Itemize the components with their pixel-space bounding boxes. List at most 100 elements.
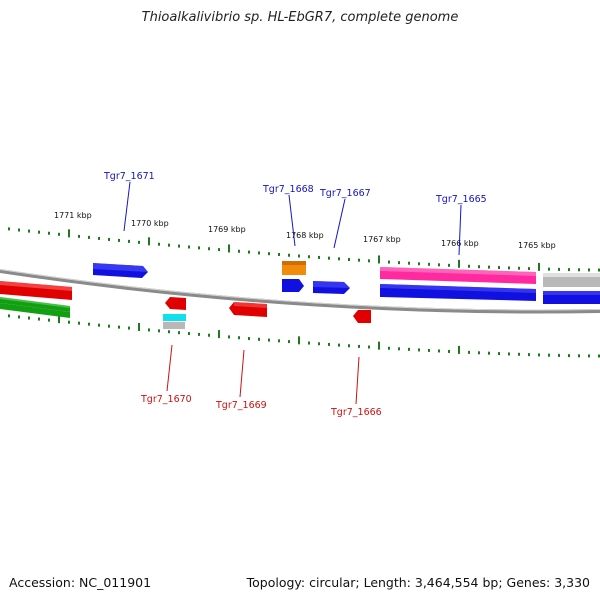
inner-ring-tick [178,331,180,335]
outer-tick-ring [8,227,600,272]
outer-ring-tick [478,265,480,269]
inner-ring-tick [348,344,350,348]
outer-ring-tick [528,267,530,271]
outer-ring-tick [238,249,240,253]
outer-ring-tick [438,263,440,267]
outer-ring-tick [508,266,510,270]
outer-ring-tick [68,229,70,238]
gene-cyan[interactable] [163,314,186,321]
outer-ring-tick [38,230,40,234]
kbp-label-1770: 1770 kbp [131,219,169,228]
gene-blue-long[interactable] [380,284,536,301]
outer-ring-tick [48,231,50,235]
label-tgr7-1666[interactable]: Tgr7_1666 [330,407,382,418]
leader-tgr7-1670 [166,344,173,392]
outer-ring-tick [148,237,150,246]
inner-ring-tick [578,354,580,358]
inner-ring-tick [88,322,90,326]
outer-ring-tick [208,247,210,251]
gene-grey-right[interactable] [543,273,600,287]
outer-ring-tick [168,243,170,247]
outer-ring-tick [428,262,430,266]
label-tgr7-1670[interactable]: Tgr7_1670 [140,394,192,405]
gene-green-left[interactable] [0,297,70,318]
outer-ring-tick [258,251,260,255]
outer-ring-tick [498,266,500,270]
leader-tgr7-1668 [288,194,296,247]
inner-ring-tick [98,323,100,327]
gene-tgr7-1666[interactable] [353,310,371,323]
inner-ring-tick [158,329,160,333]
gene-grey-small[interactable] [163,322,185,329]
inner-ring-tick [368,345,370,349]
outer-ring-tick [488,265,490,269]
inner-ring-tick [238,336,240,340]
gene-tgr7-1667[interactable] [313,281,350,294]
gene-tgr7-1671[interactable] [93,263,148,278]
inner-ring-tick [38,317,40,321]
gene-tgr7-1670[interactable] [165,297,186,310]
inner-ring-tick [468,350,470,354]
outer-ring-tick [88,235,90,239]
inner-ring-tick [358,344,360,348]
inner-ring-tick [498,352,500,356]
inner-ring-tick [68,320,70,324]
outer-ring-tick [318,255,320,259]
inner-ring-tick [208,333,210,337]
outer-ring-tick [118,238,120,242]
inner-ring-tick [58,315,60,324]
leader-tgr7-1669 [239,349,245,398]
label-tgr7-1669[interactable]: Tgr7_1669 [215,400,267,411]
outer-ring-tick [78,234,80,238]
kbp-label-1767: 1767 kbp [363,235,401,244]
inner-ring-tick [428,348,430,352]
outer-ring-tick [228,244,230,253]
label-tgr7-1665[interactable]: Tgr7_1665 [435,194,487,205]
gene-tgr7-1665[interactable] [380,267,536,284]
inner-ring-tick [138,323,140,332]
label-tgr7-1671[interactable]: Tgr7_1671 [103,171,155,182]
inner-ring-tick [388,346,390,350]
inner-ring-tick [148,328,150,332]
outer-ring-tick [268,252,270,256]
outer-ring-tick [218,248,220,252]
outer-ring-tick [348,258,350,262]
outer-ring-tick [158,242,160,246]
outer-ring-tick [538,262,540,271]
inner-ring-tick [108,324,110,328]
outer-ring-tick [128,239,130,243]
gene-red-left[interactable] [0,281,72,300]
inner-ring-tick [168,330,170,334]
outer-ring-tick [178,244,180,248]
inner-ring-tick [28,316,30,320]
outer-ring-tick [398,261,400,265]
inner-ring-tick [568,354,570,358]
inner-ring-tick [318,342,320,346]
outer-ring-tick [18,228,20,232]
inner-ring-tick [418,348,420,352]
inner-ring-tick [288,340,290,344]
inner-ring-tick [328,342,330,346]
inner-ring-tick [478,351,480,355]
gene-tgr7-1668b[interactable] [282,279,304,292]
gene-tgr7-1668[interactable] [282,261,306,275]
outer-ring-tick [358,258,360,262]
kbp-label-1765: 1765 kbp [518,241,556,250]
inner-ring-tick [378,341,380,350]
outer-ring-tick [598,268,600,272]
gene-blue-right[interactable] [543,291,600,304]
inner-ring-tick [338,343,340,347]
outer-ring-tick [578,268,580,272]
gene-tgr7-1669[interactable] [229,302,267,317]
outer-ring-tick [138,240,140,244]
inner-ring-tick [518,352,520,356]
outer-ring-tick [98,236,100,240]
label-tgr7-1667[interactable]: Tgr7_1667 [319,188,371,199]
inner-ring-tick [598,354,600,358]
leader-tgr7-1667 [333,198,346,249]
genome-backbone-highlight [0,269,600,311]
outer-ring-tick [8,227,10,231]
inner-ring-tick [48,318,50,322]
label-tgr7-1668[interactable]: Tgr7_1668 [262,184,314,195]
